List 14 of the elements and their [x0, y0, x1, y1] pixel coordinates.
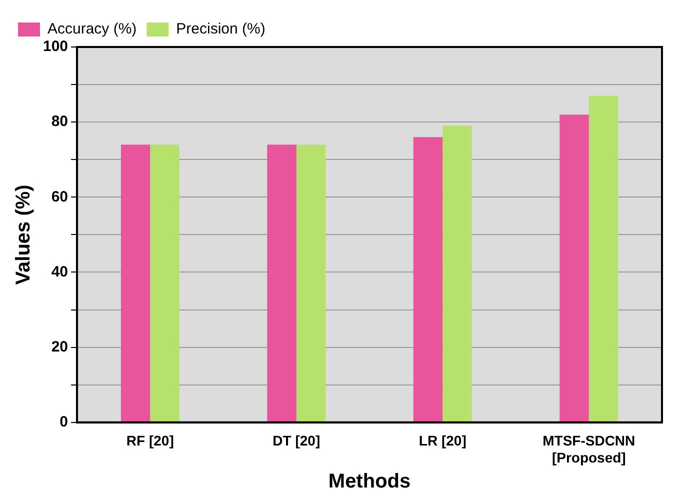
x-tick-label: MTSF-SDCNN [Proposed] — [542, 432, 636, 466]
x-tick-label: LR [20] — [418, 432, 466, 449]
y-axis-title: Values (%) — [12, 184, 35, 285]
y-tick-label: 100 — [42, 38, 68, 56]
y-tick-label: 20 — [51, 338, 68, 356]
y-tick-label: 40 — [51, 263, 68, 280]
legend-label: Precision (%) — [176, 20, 266, 38]
legend-label: Accuracy (%) — [48, 20, 137, 38]
x-tick-label: RF [20] — [126, 432, 174, 449]
x-tick-label: DT [20] — [272, 432, 320, 449]
x-axis-title: Methods — [328, 470, 411, 493]
y-tick-label: 80 — [51, 113, 68, 130]
y-tick-label: 60 — [51, 188, 68, 206]
y-tick-label: 0 — [60, 414, 68, 431]
